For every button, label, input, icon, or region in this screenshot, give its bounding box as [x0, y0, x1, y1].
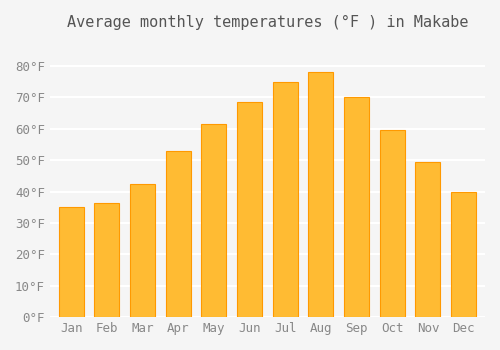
- Bar: [380, 130, 404, 317]
- Bar: [344, 97, 369, 317]
- Bar: [130, 184, 155, 317]
- Bar: [308, 72, 334, 317]
- Bar: [273, 82, 297, 317]
- Title: Average monthly temperatures (°F ) in Makabe: Average monthly temperatures (°F ) in Ma…: [66, 15, 468, 30]
- Bar: [451, 191, 476, 317]
- Bar: [166, 151, 190, 317]
- Bar: [237, 102, 262, 317]
- Bar: [416, 162, 440, 317]
- Bar: [202, 124, 226, 317]
- Bar: [59, 207, 84, 317]
- Bar: [94, 203, 120, 317]
